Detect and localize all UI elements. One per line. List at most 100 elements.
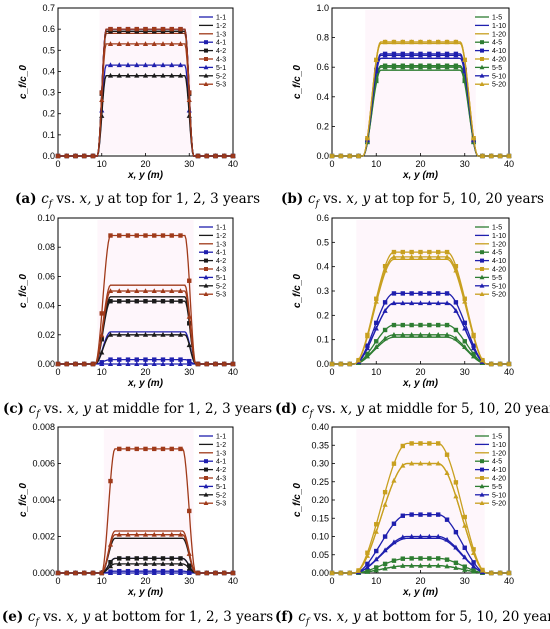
triangle-marker	[72, 153, 79, 158]
square-marker	[125, 357, 131, 362]
legend-square-marker	[204, 258, 208, 263]
legend-label: 4-20	[492, 267, 506, 274]
triangle-marker	[435, 460, 441, 466]
legend-square-marker	[204, 267, 208, 271]
series-5-3	[55, 288, 236, 366]
square-marker	[125, 299, 131, 304]
chart-panel-d: 0 10 20 30 40 0.0 0.1 0.2 0.3 0.4 0.5 0.6 x, y (m) c_…	[292, 213, 514, 389]
square-marker	[108, 478, 113, 484]
triangle-marker	[107, 72, 114, 78]
legend-triangle-marker	[203, 64, 209, 70]
triangle-marker	[116, 561, 122, 566]
square-marker	[374, 339, 379, 344]
y-tick-label: 0.04	[37, 301, 55, 311]
x-tick-label: 10	[97, 367, 107, 377]
triangle-marker	[186, 361, 192, 366]
triangle-marker	[221, 570, 227, 575]
series-5-3	[55, 531, 236, 575]
caption-tag: (e)	[1, 609, 28, 625]
triangle-marker	[409, 533, 415, 539]
legend-triangle-marker	[203, 500, 209, 505]
square-marker	[427, 291, 432, 296]
triangle-marker	[338, 361, 344, 366]
legend-label: 1-10	[492, 233, 506, 240]
triangle-marker	[435, 52, 441, 58]
triangle-marker	[444, 470, 450, 476]
legend: 1-51-101-20 4-54-10 4-205-55-10 5-20	[475, 15, 506, 89]
legend-label: 4-5	[492, 250, 502, 257]
triangle-marker	[453, 493, 459, 499]
x-tick-label: 30	[184, 367, 194, 377]
y-tick-label: 0.2	[316, 310, 329, 320]
square-marker	[160, 357, 166, 362]
x-tick-label: 10	[371, 576, 381, 586]
square-marker	[382, 327, 388, 333]
x-tick-label: 0	[55, 159, 60, 169]
triangle-marker	[453, 52, 459, 58]
triangle-marker	[453, 267, 459, 273]
legend-triangle-marker	[479, 81, 485, 86]
square-marker	[444, 557, 450, 562]
x-tick-label: 20	[415, 159, 425, 169]
triangle-marker	[186, 570, 192, 575]
triangle-marker	[417, 300, 424, 306]
caption-tag: (c)	[2, 401, 29, 417]
square-marker	[382, 534, 388, 539]
triangle-marker	[177, 332, 184, 337]
triangle-marker	[212, 153, 219, 158]
legend-label: 4-1	[216, 250, 226, 257]
triangle-marker	[426, 533, 432, 539]
y-tick-label: 0.30	[311, 459, 329, 469]
square-marker	[418, 512, 423, 517]
triangle-marker	[81, 153, 87, 158]
y-tick-label: 0.3	[42, 88, 55, 98]
triangle-marker	[400, 254, 406, 259]
y-tick-label: 0.06	[37, 271, 55, 281]
caption-math: x, y	[66, 609, 91, 625]
triangle-marker	[426, 39, 432, 45]
triangle-marker	[426, 562, 432, 568]
x-tick-label: 0	[329, 159, 334, 169]
triangle-marker	[151, 288, 157, 293]
legend-label: 5-3	[216, 292, 226, 299]
square-marker	[391, 291, 397, 296]
triangle-marker	[347, 153, 353, 158]
caption-tag: (a)	[14, 191, 42, 207]
triangle-marker	[462, 522, 468, 528]
legend-triangle-marker	[203, 81, 209, 86]
triangle-marker	[347, 570, 353, 575]
triangle-marker	[99, 361, 105, 366]
triangle-marker	[497, 361, 503, 366]
triangle-marker	[426, 254, 432, 259]
triangle-marker	[107, 62, 114, 68]
triangle-marker	[453, 39, 459, 45]
triangle-marker	[134, 332, 140, 337]
triangle-marker	[195, 153, 201, 158]
square-marker	[374, 296, 379, 301]
square-marker	[391, 249, 397, 255]
y-tick-label: 0.000	[32, 568, 55, 578]
square-marker	[436, 291, 441, 296]
y-tick-label: 0.40	[311, 422, 329, 432]
triangle-marker	[453, 565, 459, 570]
triangle-marker	[125, 288, 131, 293]
triangle-marker	[409, 64, 415, 70]
triangle-marker	[471, 135, 477, 141]
square-marker	[453, 480, 459, 485]
square-marker	[160, 446, 166, 452]
square-marker	[117, 26, 122, 32]
x-tick-label: 30	[184, 576, 194, 586]
square-marker	[400, 513, 405, 518]
triangle-marker	[382, 64, 388, 70]
triangle-marker	[382, 547, 388, 553]
triangle-marker	[373, 57, 379, 62]
triangle-marker	[400, 462, 406, 468]
triangle-marker	[169, 72, 175, 78]
caption-b: (b) cf vs. x, y at top for 5, 10, 20 yea…	[281, 191, 544, 210]
triangle-marker	[212, 570, 219, 575]
triangle-marker	[160, 570, 166, 575]
caption-e: (e) cf vs. x, y at bottom for 1, 2, 3 ye…	[1, 609, 274, 628]
triangle-marker	[169, 288, 175, 293]
legend-label: 1-5	[492, 434, 502, 441]
square-marker	[117, 357, 122, 362]
